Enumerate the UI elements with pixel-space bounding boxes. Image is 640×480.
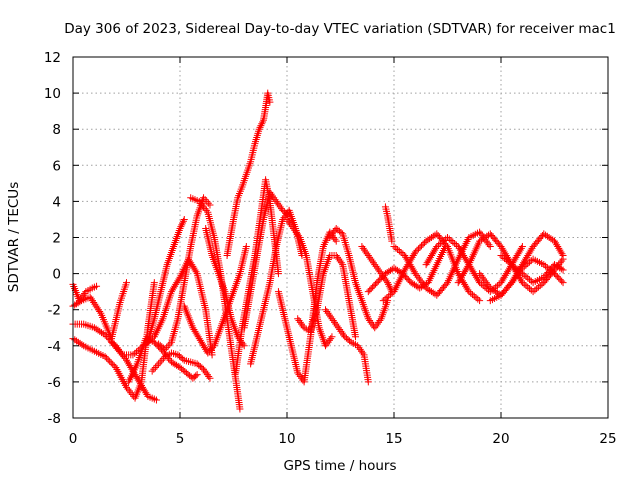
series-track-k xyxy=(180,243,250,357)
y-tick-label: 10 xyxy=(44,86,61,102)
x-tick-label: 20 xyxy=(492,431,509,447)
grid-lines xyxy=(73,57,608,418)
series-track-x xyxy=(364,243,449,296)
series-track-m xyxy=(223,89,274,260)
series-track-y xyxy=(379,230,484,305)
y-tick-label: 12 xyxy=(44,50,61,66)
marker-path xyxy=(180,243,250,357)
x-tick-label: 15 xyxy=(385,431,402,447)
marker-path xyxy=(364,243,449,296)
series-track-u xyxy=(326,224,392,332)
marker-path xyxy=(326,224,392,332)
y-tick-label: 2 xyxy=(52,231,61,247)
y-tick-label: -4 xyxy=(48,339,61,355)
marker-path xyxy=(390,228,494,299)
series-track-g xyxy=(144,215,188,346)
series-track-e xyxy=(108,255,216,359)
data-points xyxy=(69,89,567,413)
y-tick-label: 8 xyxy=(52,122,61,138)
series-track-l xyxy=(202,224,248,350)
series-track-t xyxy=(322,306,372,386)
x-tick-label: 25 xyxy=(599,431,616,447)
marker-path xyxy=(379,230,484,305)
marker-path xyxy=(240,188,293,332)
marker-path xyxy=(108,255,216,359)
x-tick-label: 5 xyxy=(176,431,185,447)
axis-ticks: 0 5 10 15 20 25 -8 -6 -4 -2 0 2 4 6 8 10 12 xyxy=(44,50,617,447)
y-tick-label: 6 xyxy=(52,158,61,174)
y-tick-label: -6 xyxy=(48,375,61,391)
marker-path xyxy=(202,224,248,350)
marker-path xyxy=(497,252,567,287)
x-tick-label: 10 xyxy=(278,431,295,447)
marker-path xyxy=(381,203,396,245)
y-tick-label: -2 xyxy=(48,303,61,319)
marker-path xyxy=(144,215,188,346)
marker-path xyxy=(322,306,372,386)
y-tick-label: 4 xyxy=(52,194,61,210)
series-track-w xyxy=(381,203,396,245)
x-axis-label: GPS time / hours xyxy=(283,458,396,474)
y-axis-label: SDTVAR / TECUs xyxy=(6,182,22,292)
series-track-i xyxy=(148,349,214,382)
y-tick-label: -8 xyxy=(48,411,61,427)
series-track-ae xyxy=(497,252,567,287)
series-track-z xyxy=(390,228,494,299)
series-track-s xyxy=(294,252,359,341)
marker-path xyxy=(148,349,214,382)
marker-path xyxy=(223,89,274,260)
y-tick-label: 0 xyxy=(52,267,61,283)
marker-path xyxy=(294,252,359,341)
series-track-o xyxy=(240,188,293,332)
x-tick-label: 0 xyxy=(69,431,78,447)
chart-title: Day 306 of 2023, Sidereal Day-to-day VTE… xyxy=(64,21,616,37)
